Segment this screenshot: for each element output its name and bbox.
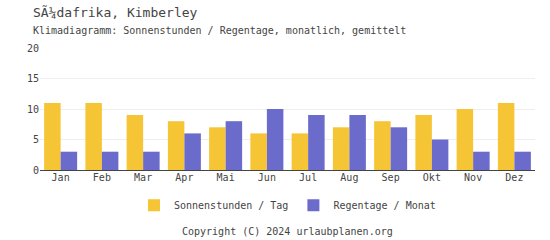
svg-text:Copyright (C) 2024 urlaubplane: Copyright (C) 2024 urlaubplanen.org — [182, 226, 393, 237]
svg-text:5: 5 — [33, 134, 39, 145]
svg-text:Aug: Aug — [340, 172, 358, 183]
svg-text:Nov: Nov — [464, 172, 482, 183]
svg-text:Jan: Jan — [52, 172, 70, 183]
svg-text:Mai: Mai — [217, 172, 235, 183]
svg-text:Sep: Sep — [382, 172, 400, 183]
svg-text:Regentage / Monat: Regentage / Monat — [333, 200, 435, 211]
svg-text:10: 10 — [27, 104, 39, 115]
svg-text:Jun: Jun — [258, 172, 276, 183]
svg-text:Apr: Apr — [175, 172, 193, 183]
svg-text:Okt: Okt — [423, 172, 441, 183]
svg-text:Mar: Mar — [134, 172, 152, 183]
svg-text:Feb: Feb — [93, 172, 111, 183]
svg-text:20: 20 — [27, 43, 39, 54]
svg-text:SÃ¼dafrika, KimberleyKlimadiag: SÃ¼dafrika, KimberleyKlimadiagramm: Sonn… — [33, 5, 406, 36]
svg-text:Dez: Dez — [505, 172, 523, 183]
svg-text:15: 15 — [27, 73, 39, 84]
svg-text:Sonnenstunden / Tag: Sonnenstunden / Tag — [174, 200, 288, 211]
svg-text:0: 0 — [33, 165, 39, 176]
svg-text:Jul: Jul — [299, 172, 317, 183]
